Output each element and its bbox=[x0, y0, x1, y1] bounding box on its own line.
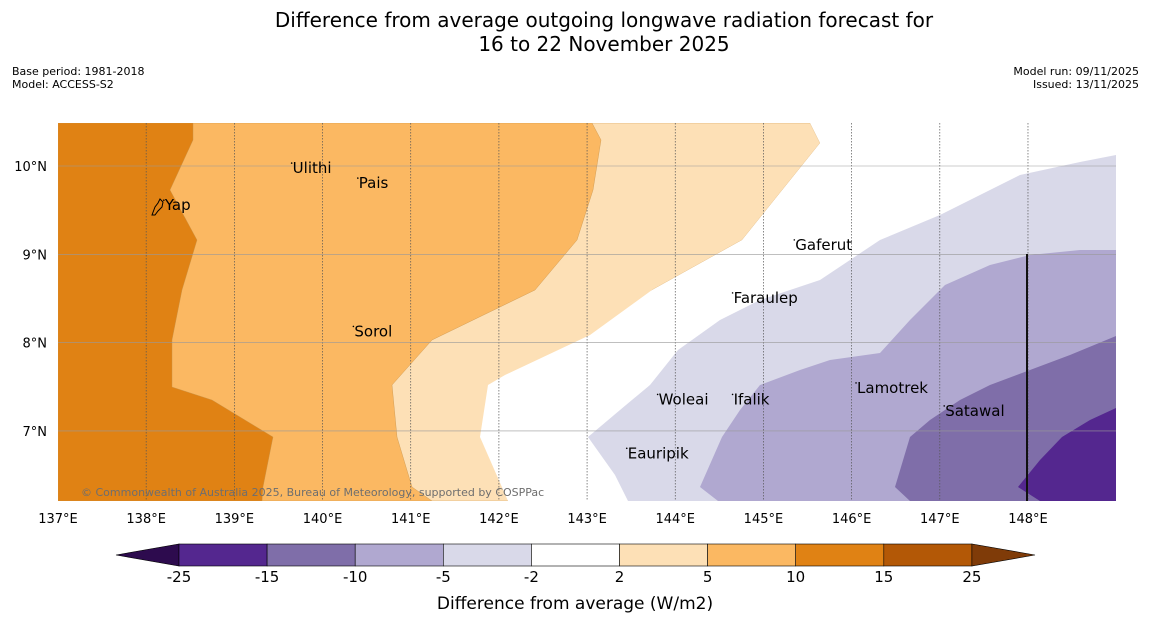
colorbar-extend-low bbox=[115, 543, 180, 567]
colorbar-tick: -5 bbox=[435, 568, 451, 586]
meta-left: Base period: 1981-2018 Model: ACCESS-S2 bbox=[12, 65, 144, 91]
contour-n25-15 bbox=[1018, 408, 1116, 501]
place-marker bbox=[656, 393, 659, 396]
colorbar-segment bbox=[619, 543, 708, 567]
contour-p10-15 bbox=[58, 123, 274, 501]
map-title: Difference from average outgoing longwav… bbox=[0, 8, 1150, 56]
lat-tick-label: 8°N bbox=[23, 337, 48, 352]
colorbar-tick: 25 bbox=[962, 568, 982, 586]
lat-tick-label: 7°N bbox=[23, 425, 48, 440]
place-label: Lamotrek bbox=[857, 379, 928, 397]
place-label: Faraulep bbox=[734, 289, 798, 307]
copyright-text: © Commonwealth of Australia 2025, Bureau… bbox=[81, 486, 544, 499]
colorbar-tick: 10 bbox=[786, 568, 806, 586]
title-line-2: 16 to 22 November 2025 bbox=[478, 32, 730, 56]
place-label: Sorol bbox=[354, 322, 392, 340]
place-label: Woleai bbox=[659, 390, 709, 408]
place-label: Gaferut bbox=[795, 236, 852, 254]
gridlines bbox=[58, 123, 1116, 501]
base-period: Base period: 1981-2018 bbox=[12, 65, 145, 78]
lon-tick-label: 141°E bbox=[391, 512, 431, 527]
lon-tick-label: 138°E bbox=[126, 512, 166, 527]
colorbar-segment bbox=[707, 543, 796, 567]
lon-tick-label: 139°E bbox=[215, 512, 255, 527]
place-label: Eauripik bbox=[628, 444, 689, 462]
colorbar-extend-high bbox=[971, 543, 1036, 567]
colorbar-tick: 2 bbox=[614, 568, 625, 586]
colorbar-segment bbox=[442, 543, 532, 567]
colorbar-segment bbox=[266, 543, 356, 567]
colorbar-tick: -25 bbox=[166, 568, 192, 586]
place-marker bbox=[855, 382, 857, 384]
colorbar-segment bbox=[531, 543, 620, 567]
model-name: Model: ACCESS-S2 bbox=[12, 78, 114, 91]
lon-tick-label: 147°E bbox=[920, 512, 960, 527]
lon-tick-label: 137°E bbox=[38, 512, 78, 527]
place-marker bbox=[731, 393, 734, 396]
colorbar-segment bbox=[354, 543, 444, 567]
place-label: Pais bbox=[359, 174, 389, 192]
title-line-1: Difference from average outgoing longwav… bbox=[274, 8, 934, 32]
lon-tick-label: 140°E bbox=[303, 512, 343, 527]
place-marker bbox=[163, 199, 165, 201]
colorbar-segment bbox=[883, 543, 973, 567]
lon-tick-label: 144°E bbox=[655, 512, 695, 527]
colorbar-segment bbox=[795, 543, 885, 567]
place-marker bbox=[290, 162, 293, 164]
place-label: Satawal bbox=[945, 402, 1004, 420]
colorbar-title: Difference from average (W/m2) bbox=[436, 594, 714, 614]
place-marker bbox=[793, 239, 796, 241]
place-label: Ifalik bbox=[734, 390, 770, 408]
lon-tick-label: 146°E bbox=[832, 512, 872, 527]
lat-tick-label: 9°N bbox=[23, 248, 48, 263]
place-marker bbox=[625, 447, 628, 450]
meta-right: Model run: 09/11/2025 Issued: 13/11/2025 bbox=[1013, 65, 1139, 91]
contour-fills bbox=[58, 123, 1116, 501]
lon-tick-label: 145°E bbox=[744, 512, 784, 527]
place-marker bbox=[943, 405, 946, 407]
colorbar-tick: -2 bbox=[523, 568, 539, 586]
colorbar-tick: 5 bbox=[702, 568, 713, 586]
model-run: Model run: 09/11/2025 bbox=[1013, 65, 1139, 78]
place-marker bbox=[352, 325, 355, 328]
yap-island-outline bbox=[151, 198, 164, 216]
colorbar-segment bbox=[178, 543, 268, 567]
colorbar-tick: 15 bbox=[874, 568, 894, 586]
issued-date: Issued: 13/11/2025 bbox=[1032, 78, 1139, 91]
colorbar-tick: -15 bbox=[254, 568, 280, 586]
place-label: Yap bbox=[164, 196, 191, 214]
colorbar-tick: -10 bbox=[342, 568, 368, 586]
axis-labels: 137°E 138°E 139°E 140°E 141°E 142°E 143°E 144°E… bbox=[14, 160, 1048, 527]
place-marker bbox=[731, 292, 734, 294]
colorbar bbox=[115, 543, 1036, 567]
lon-tick-label: 142°E bbox=[479, 512, 519, 527]
lon-tick-label: 143°E bbox=[567, 512, 607, 527]
lat-tick-label: 10°N bbox=[14, 160, 47, 175]
place-labels: Yap Ulithi Pais Gaferut Faraulep Sorol Lamotre… bbox=[163, 159, 1005, 462]
lon-tick-label: 148°E bbox=[1008, 512, 1048, 527]
place-label: Ulithi bbox=[293, 159, 332, 177]
place-marker bbox=[357, 177, 359, 179]
